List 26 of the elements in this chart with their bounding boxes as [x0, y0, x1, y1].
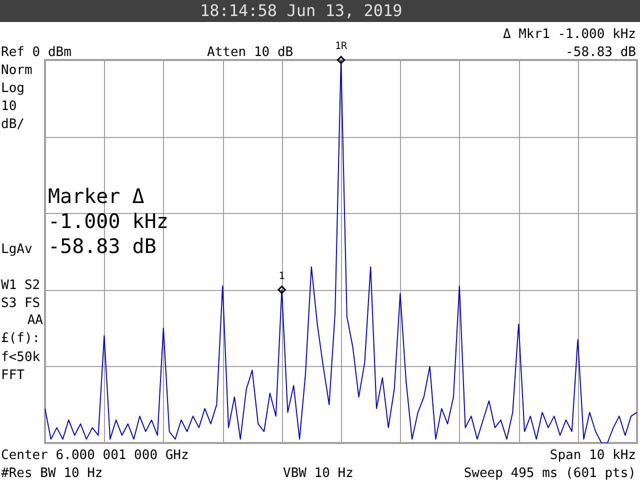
text: Span 10 kHz: [550, 448, 636, 463]
text: FFT: [1, 368, 25, 383]
text: LgAv: [1, 242, 32, 257]
text: Center 6.000 001 000 GHz: [1, 448, 189, 463]
text: W1 S2: [1, 278, 40, 293]
annotation: -58.83 dB: [566, 45, 636, 60]
annotation: Atten 10 dB: [207, 45, 294, 60]
text: 1R: [334, 41, 348, 52]
text: dB/: [1, 117, 24, 132]
text: Norm: [1, 63, 32, 78]
text: AA: [27, 313, 44, 328]
text: £(f):: [1, 331, 40, 346]
text: f<50k: [1, 350, 40, 365]
annotation: Ref 0 dBm: [1, 45, 72, 60]
annotation: -1.000 kHz: [48, 209, 168, 233]
annotation: 1: [278, 270, 285, 282]
text: VBW 10 Hz: [283, 466, 354, 480]
annotation: -58.83 dB: [48, 234, 156, 258]
text: #Res BW 10 Hz: [1, 466, 103, 480]
text: Log: [1, 81, 24, 96]
text: Sweep 495 ms (601 pts): [464, 466, 636, 480]
chart-title: 18:14:58 Jun 13, 2019: [200, 1, 402, 20]
text: 10: [1, 99, 17, 114]
text: Δ Mkr1 -1.000 kHz: [502, 27, 636, 42]
annotation: Marker Δ: [48, 184, 144, 208]
text: S3 FS: [1, 296, 40, 311]
